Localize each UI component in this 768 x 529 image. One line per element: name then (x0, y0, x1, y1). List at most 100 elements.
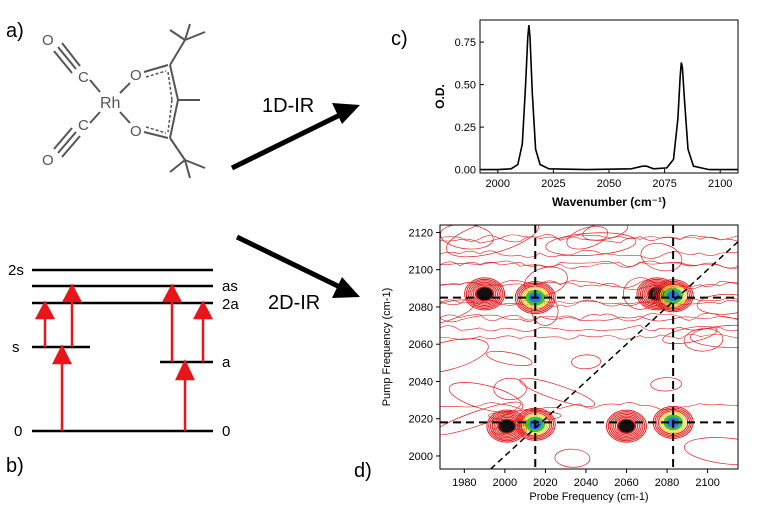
diagonal-line (490, 240, 738, 469)
noise-contour (650, 377, 682, 392)
noise-contour-line (440, 312, 738, 322)
x-tick-label: 2080 (655, 477, 679, 489)
noise-contour-line (440, 281, 738, 290)
noise-contour-line (440, 234, 738, 242)
level-label-0-right: 0 (222, 423, 230, 440)
panel-label-b: b) (6, 455, 24, 477)
noise-contour (440, 401, 522, 436)
panel-label-d: d) (354, 460, 372, 482)
x-tick-label: 2000 (493, 477, 517, 489)
level-label-2s: 2s (8, 262, 24, 279)
noise-contour (696, 293, 738, 315)
level-label-as: as (222, 278, 238, 295)
level-label-s: s (12, 339, 20, 356)
noise-contour-line (440, 236, 738, 244)
chart-1d-ir: 2000 2025 2050 2075 2100 0.00 0.25 0.50 0.75 Wave… (433, 19, 739, 209)
noise-contour-line (440, 260, 738, 269)
contour-area (440, 225, 738, 469)
energy-level-diagram: 2s s 0 as 2a a 0 (8, 262, 239, 440)
arrow-2d-ir (235, 234, 348, 293)
noise-contour-line (440, 324, 738, 332)
peak-contour (471, 283, 498, 305)
x-tick-label: 2075 (652, 178, 676, 190)
x-tick-label: 2050 (597, 178, 621, 190)
noise-contour (519, 377, 596, 407)
peak-contour (495, 416, 519, 436)
atom-c-upper: C (78, 69, 89, 86)
plot-frame (439, 224, 739, 470)
molecule-structure: O C Rh C O O O (42, 23, 206, 179)
arrow-label-1d-ir: 1D-IR (262, 95, 315, 117)
y-tick-label: 0.00 (455, 165, 476, 177)
noise-contour (566, 226, 608, 250)
noise-contour (689, 324, 738, 348)
noise-contour (440, 225, 494, 250)
noise-contour-line (440, 402, 738, 410)
atom-o-upper-carbonyl: O (42, 32, 54, 49)
peak-contour (493, 415, 521, 437)
peak-contour (472, 284, 497, 304)
peak-contour (467, 280, 502, 308)
noise-contour-line (440, 250, 738, 259)
x-tick-label: 1980 (452, 477, 476, 489)
x-tick-label: 2060 (614, 477, 638, 489)
peak-negative (464, 277, 506, 311)
plot-frame (479, 19, 739, 174)
peak-contour (614, 416, 639, 436)
noise-contour (554, 448, 591, 468)
noise-contour (571, 354, 602, 370)
noise-contour (684, 437, 738, 466)
x-axis-label: Wavenumber (cm⁻¹) (552, 195, 666, 209)
y-tick-label: 2040 (409, 376, 433, 388)
level-label-0-left: 0 (14, 423, 22, 440)
atom-c-lower: C (78, 117, 89, 134)
y-tick-label: 2060 (409, 339, 433, 351)
x-tick-label: 2100 (708, 178, 732, 190)
peak-contour (611, 413, 642, 439)
peak-negative (606, 409, 648, 443)
y-tick-label: 2120 (409, 227, 433, 239)
x-tick-label: 2025 (541, 178, 565, 190)
x-tick-label: 2020 (533, 477, 557, 489)
noise-contour (640, 243, 683, 272)
y-tick-label: 2080 (409, 302, 433, 314)
peak-contour (609, 412, 644, 440)
peak-contour (606, 409, 648, 443)
atom-o-lower-carbonyl: O (42, 152, 54, 169)
y-axis-label: O.D. (433, 84, 447, 109)
noise-contour (446, 225, 539, 258)
peak-contour (491, 413, 523, 439)
peak-contour (607, 411, 646, 442)
y-tick-label: 0.25 (455, 122, 476, 134)
x-tick-label: 2100 (695, 477, 719, 489)
arrow-label-2d-ir: 2D-IR (268, 292, 321, 314)
level-label-a: a (222, 354, 231, 371)
y-tick-label: 2000 (409, 451, 433, 463)
y-tick-label: 0.50 (455, 80, 476, 92)
noise-contour-line (440, 260, 738, 269)
atom-o-ring-upper: O (130, 67, 142, 84)
noise-contour (493, 377, 527, 401)
noise-contour (662, 325, 718, 344)
x-tick-label: 2040 (574, 477, 598, 489)
arrow-2d-ir-head (332, 277, 360, 298)
atom-rh: Rh (100, 95, 120, 112)
noise-contour (440, 338, 489, 374)
y-axis-label: Pump Frequency (cm-1) (381, 288, 393, 407)
y-tick-label: 0.75 (455, 37, 476, 49)
noise-contour (683, 328, 724, 352)
peak-contour (613, 415, 640, 437)
arrow-1d-ir-head (332, 103, 360, 124)
peak-contour (489, 412, 524, 440)
noise-contour-line (440, 314, 738, 323)
noise-contour (448, 382, 524, 413)
y-tick-label: 2020 (409, 414, 433, 426)
x-tick-label: 2000 (486, 178, 510, 190)
peak-contour (464, 277, 506, 311)
noise-contour (545, 232, 637, 256)
peak-contour (469, 281, 500, 307)
peak-contour (465, 278, 504, 309)
noise-contour-line (440, 333, 738, 340)
peak-contour (488, 411, 526, 442)
level-label-2a: 2a (222, 296, 239, 313)
